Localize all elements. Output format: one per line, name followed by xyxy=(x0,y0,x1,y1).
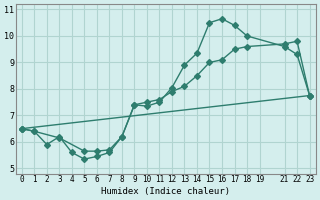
X-axis label: Humidex (Indice chaleur): Humidex (Indice chaleur) xyxy=(101,187,230,196)
